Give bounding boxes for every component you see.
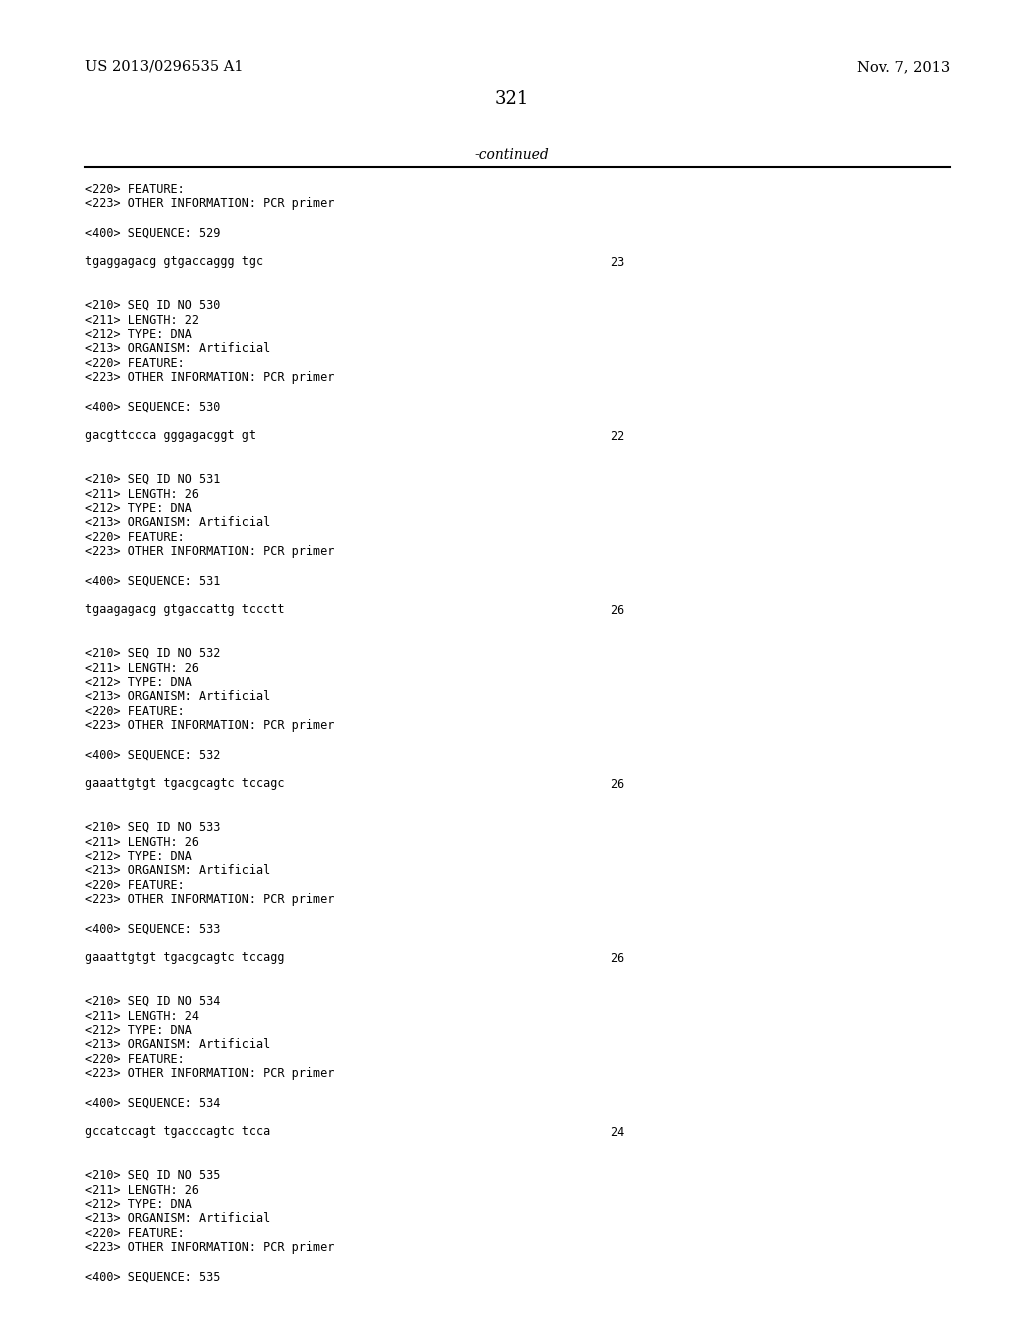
Text: <213> ORGANISM: Artificial: <213> ORGANISM: Artificial xyxy=(85,1039,270,1052)
Text: <212> TYPE: DNA: <212> TYPE: DNA xyxy=(85,502,191,515)
Text: 26: 26 xyxy=(610,777,625,791)
Text: gaaattgtgt tgacgcagtc tccagc: gaaattgtgt tgacgcagtc tccagc xyxy=(85,777,285,791)
Text: <223> OTHER INFORMATION: PCR primer: <223> OTHER INFORMATION: PCR primer xyxy=(85,1242,335,1254)
Text: <212> TYPE: DNA: <212> TYPE: DNA xyxy=(85,1024,191,1038)
Text: <223> OTHER INFORMATION: PCR primer: <223> OTHER INFORMATION: PCR primer xyxy=(85,371,335,384)
Text: <400> SEQUENCE: 533: <400> SEQUENCE: 533 xyxy=(85,923,220,936)
Text: <400> SEQUENCE: 530: <400> SEQUENCE: 530 xyxy=(85,400,220,413)
Text: <211> LENGTH: 26: <211> LENGTH: 26 xyxy=(85,487,199,500)
Text: <212> TYPE: DNA: <212> TYPE: DNA xyxy=(85,850,191,863)
Text: <210> SEQ ID NO 532: <210> SEQ ID NO 532 xyxy=(85,647,220,660)
Text: <212> TYPE: DNA: <212> TYPE: DNA xyxy=(85,327,191,341)
Text: <220> FEATURE:: <220> FEATURE: xyxy=(85,356,184,370)
Text: <223> OTHER INFORMATION: PCR primer: <223> OTHER INFORMATION: PCR primer xyxy=(85,894,335,907)
Text: <211> LENGTH: 26: <211> LENGTH: 26 xyxy=(85,1184,199,1196)
Text: <213> ORGANISM: Artificial: <213> ORGANISM: Artificial xyxy=(85,865,270,878)
Text: <213> ORGANISM: Artificial: <213> ORGANISM: Artificial xyxy=(85,690,270,704)
Text: <223> OTHER INFORMATION: PCR primer: <223> OTHER INFORMATION: PCR primer xyxy=(85,1068,335,1081)
Text: <220> FEATURE:: <220> FEATURE: xyxy=(85,1228,184,1239)
Text: <210> SEQ ID NO 530: <210> SEQ ID NO 530 xyxy=(85,300,220,312)
Text: <211> LENGTH: 26: <211> LENGTH: 26 xyxy=(85,836,199,849)
Text: <400> SEQUENCE: 534: <400> SEQUENCE: 534 xyxy=(85,1097,220,1110)
Text: <210> SEQ ID NO 533: <210> SEQ ID NO 533 xyxy=(85,821,220,834)
Text: 24: 24 xyxy=(610,1126,625,1138)
Text: gaaattgtgt tgacgcagtc tccagg: gaaattgtgt tgacgcagtc tccagg xyxy=(85,952,285,965)
Text: gacgttccca gggagacggt gt: gacgttccca gggagacggt gt xyxy=(85,429,256,442)
Text: <400> SEQUENCE: 531: <400> SEQUENCE: 531 xyxy=(85,574,220,587)
Text: <400> SEQUENCE: 532: <400> SEQUENCE: 532 xyxy=(85,748,220,762)
Text: <220> FEATURE:: <220> FEATURE: xyxy=(85,183,184,195)
Text: -continued: -continued xyxy=(475,148,549,162)
Text: <212> TYPE: DNA: <212> TYPE: DNA xyxy=(85,1199,191,1210)
Text: <223> OTHER INFORMATION: PCR primer: <223> OTHER INFORMATION: PCR primer xyxy=(85,545,335,558)
Text: <210> SEQ ID NO 535: <210> SEQ ID NO 535 xyxy=(85,1170,220,1181)
Text: 26: 26 xyxy=(610,952,625,965)
Text: <220> FEATURE:: <220> FEATURE: xyxy=(85,705,184,718)
Text: <211> LENGTH: 24: <211> LENGTH: 24 xyxy=(85,1010,199,1023)
Text: <400> SEQUENCE: 529: <400> SEQUENCE: 529 xyxy=(85,227,220,239)
Text: 321: 321 xyxy=(495,90,529,108)
Text: <213> ORGANISM: Artificial: <213> ORGANISM: Artificial xyxy=(85,342,270,355)
Text: 23: 23 xyxy=(610,256,625,268)
Text: <212> TYPE: DNA: <212> TYPE: DNA xyxy=(85,676,191,689)
Text: <213> ORGANISM: Artificial: <213> ORGANISM: Artificial xyxy=(85,1213,270,1225)
Text: <223> OTHER INFORMATION: PCR primer: <223> OTHER INFORMATION: PCR primer xyxy=(85,719,335,733)
Text: <210> SEQ ID NO 534: <210> SEQ ID NO 534 xyxy=(85,995,220,1008)
Text: <220> FEATURE:: <220> FEATURE: xyxy=(85,531,184,544)
Text: 22: 22 xyxy=(610,429,625,442)
Text: <213> ORGANISM: Artificial: <213> ORGANISM: Artificial xyxy=(85,516,270,529)
Text: tgaggagacg gtgaccaggg tgc: tgaggagacg gtgaccaggg tgc xyxy=(85,256,263,268)
Text: <220> FEATURE:: <220> FEATURE: xyxy=(85,879,184,892)
Text: US 2013/0296535 A1: US 2013/0296535 A1 xyxy=(85,59,244,74)
Text: 26: 26 xyxy=(610,603,625,616)
Text: <220> FEATURE:: <220> FEATURE: xyxy=(85,1053,184,1067)
Text: <223> OTHER INFORMATION: PCR primer: <223> OTHER INFORMATION: PCR primer xyxy=(85,198,335,210)
Text: <400> SEQUENCE: 535: <400> SEQUENCE: 535 xyxy=(85,1270,220,1283)
Text: <211> LENGTH: 22: <211> LENGTH: 22 xyxy=(85,314,199,326)
Text: Nov. 7, 2013: Nov. 7, 2013 xyxy=(857,59,950,74)
Text: gccatccagt tgacccagtc tcca: gccatccagt tgacccagtc tcca xyxy=(85,1126,270,1138)
Text: tgaagagacg gtgaccattg tccctt: tgaagagacg gtgaccattg tccctt xyxy=(85,603,285,616)
Text: <211> LENGTH: 26: <211> LENGTH: 26 xyxy=(85,661,199,675)
Text: <210> SEQ ID NO 531: <210> SEQ ID NO 531 xyxy=(85,473,220,486)
